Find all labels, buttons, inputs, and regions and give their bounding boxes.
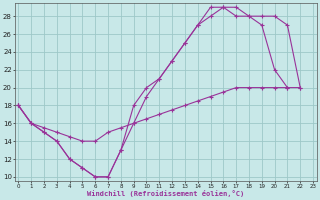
X-axis label: Windchill (Refroidissement éolien,°C): Windchill (Refroidissement éolien,°C): [87, 190, 244, 197]
